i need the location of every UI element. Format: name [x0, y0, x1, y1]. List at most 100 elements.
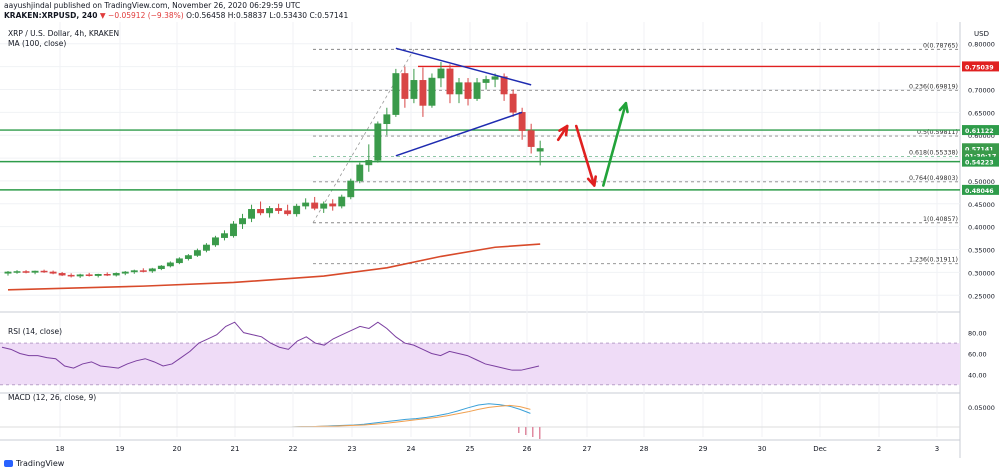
x-tick-label: 19 [116, 445, 125, 453]
candle-up [202, 244, 210, 251]
price-badge [962, 143, 999, 154]
forecast-arrow-head [618, 101, 629, 114]
chart-title: XRP / U.S. Dollar, 4h, KRAKEN [8, 29, 119, 38]
horizontal-levels [0, 65, 960, 191]
price-tick-label: 0.70000 [968, 86, 995, 94]
triangle-pattern [395, 47, 532, 157]
candle-up [31, 270, 39, 273]
fib-level-label: 0.236(0.69819) [909, 83, 958, 90]
ma-legend: MA (100, close) [8, 39, 66, 48]
candle-down [518, 112, 526, 131]
x-tick-label: 26 [523, 445, 532, 453]
candle-up [121, 271, 129, 274]
price-badge [962, 61, 999, 72]
price-badge [962, 125, 999, 136]
x-tick-label: 22 [289, 445, 298, 453]
candle-up [94, 273, 102, 276]
candle-up [4, 271, 12, 274]
candle-down [527, 130, 535, 147]
candle-up [338, 196, 346, 207]
candle-down [275, 208, 283, 211]
candle-up [392, 73, 400, 115]
candle-up [437, 68, 445, 79]
price-tick-label: 0.30000 [968, 269, 995, 277]
candle-down [49, 271, 57, 274]
candle-up [112, 273, 120, 276]
x-tick-label: 23 [348, 445, 357, 453]
tradingview-icon [4, 460, 13, 467]
candle-down [58, 273, 66, 276]
price-badge-label: 0.48046 [965, 188, 994, 195]
forecast-arrows [556, 101, 629, 187]
x-tick-label: 3 [935, 445, 939, 453]
candle-up [221, 233, 228, 238]
candle-up [175, 258, 183, 264]
rsi-tick-label: 40.00 [968, 371, 987, 379]
price-tick-label: 0.40000 [968, 224, 995, 232]
price-chart[interactable]: 0(0.78765) 0.236(0.69819) 0.5(0.59811) 0.61… [0, 22, 1000, 458]
candle-down [509, 93, 517, 113]
price-badge [962, 184, 999, 195]
candle-down [67, 274, 75, 277]
macd-signal-path [260, 404, 531, 428]
candle-down [85, 274, 93, 276]
price-tick-label: 0.45000 [968, 201, 995, 209]
candle-up [320, 203, 328, 209]
publisher-line: aayushjindal published on TradingView.co… [4, 1, 301, 10]
tradingview-logo[interactable]: TradingView [4, 459, 64, 468]
x-tick-label: 18 [56, 445, 65, 453]
candle-up [410, 80, 418, 99]
candle-down [40, 270, 48, 273]
price-badge [962, 156, 999, 167]
candle-up [347, 180, 355, 198]
candle-down [500, 76, 508, 95]
fib-level-label: 1(0.40857) [923, 216, 958, 223]
price-tick-label: 0.50000 [968, 178, 995, 186]
fib-level-label: 0.618(0.55338) [909, 150, 958, 157]
candle-down [22, 271, 30, 273]
x-tick-label: 30 [758, 445, 767, 453]
candle-down [401, 73, 409, 99]
candle-up [266, 208, 274, 214]
candle-up [302, 202, 310, 207]
triangle-lower-line [395, 111, 523, 157]
candle-up [230, 223, 237, 237]
rsi-tick-label: 60.00 [968, 351, 987, 359]
forecast-arrow-shaft [574, 124, 596, 187]
ma-100-line [7, 243, 541, 291]
x-tick-label: 29 [699, 445, 708, 453]
candle-up [157, 265, 165, 270]
fib-retracement: 0(0.78765) 0.236(0.69819) 0.5(0.59811) 0.61… [312, 42, 960, 265]
candle-down [139, 270, 147, 272]
triangle-upper-line [395, 47, 532, 86]
candle-down [446, 68, 454, 95]
candle-down [464, 82, 472, 99]
price-tick-label: 0.60000 [968, 132, 995, 140]
candle-up [239, 218, 246, 225]
rsi-line [1, 321, 540, 371]
price-badge [962, 150, 999, 161]
rsi-band-fill [0, 343, 960, 385]
axes: 18 19 20 21 22 23 24 25 26 27 28 29 30 Dec 2 30.800000.… [56, 41, 999, 453]
price-badge-label: 0.57141 [965, 146, 994, 153]
x-tick-label: 28 [640, 445, 649, 453]
ohlc-values: O:0.56458 H:0.58837 L:0.53430 C:0.57141 [186, 11, 349, 20]
x-tick-label: Dec [813, 445, 827, 453]
macd-histogram-bar [518, 427, 520, 433]
price-tick-label: 0.35000 [968, 247, 995, 255]
rsi-path [1, 321, 540, 371]
candle-up [166, 262, 174, 267]
candle-down [257, 209, 265, 214]
candle-up [193, 250, 201, 256]
price-change: ▼ −0.05912 (−9.38%) [99, 11, 184, 20]
fib-level-label: 0(0.78765) [923, 42, 958, 49]
fib-level-label: 0.764(0.49803) [909, 175, 958, 182]
candle-up [491, 76, 499, 80]
price-tick-label: 0.80000 [968, 41, 995, 49]
forecast-arrow-head [586, 175, 597, 187]
forecast-arrow-head [558, 124, 569, 137]
x-tick-label: 24 [407, 445, 416, 453]
candle-up [374, 123, 382, 161]
candle-down [329, 203, 337, 207]
candle-up [212, 237, 219, 246]
